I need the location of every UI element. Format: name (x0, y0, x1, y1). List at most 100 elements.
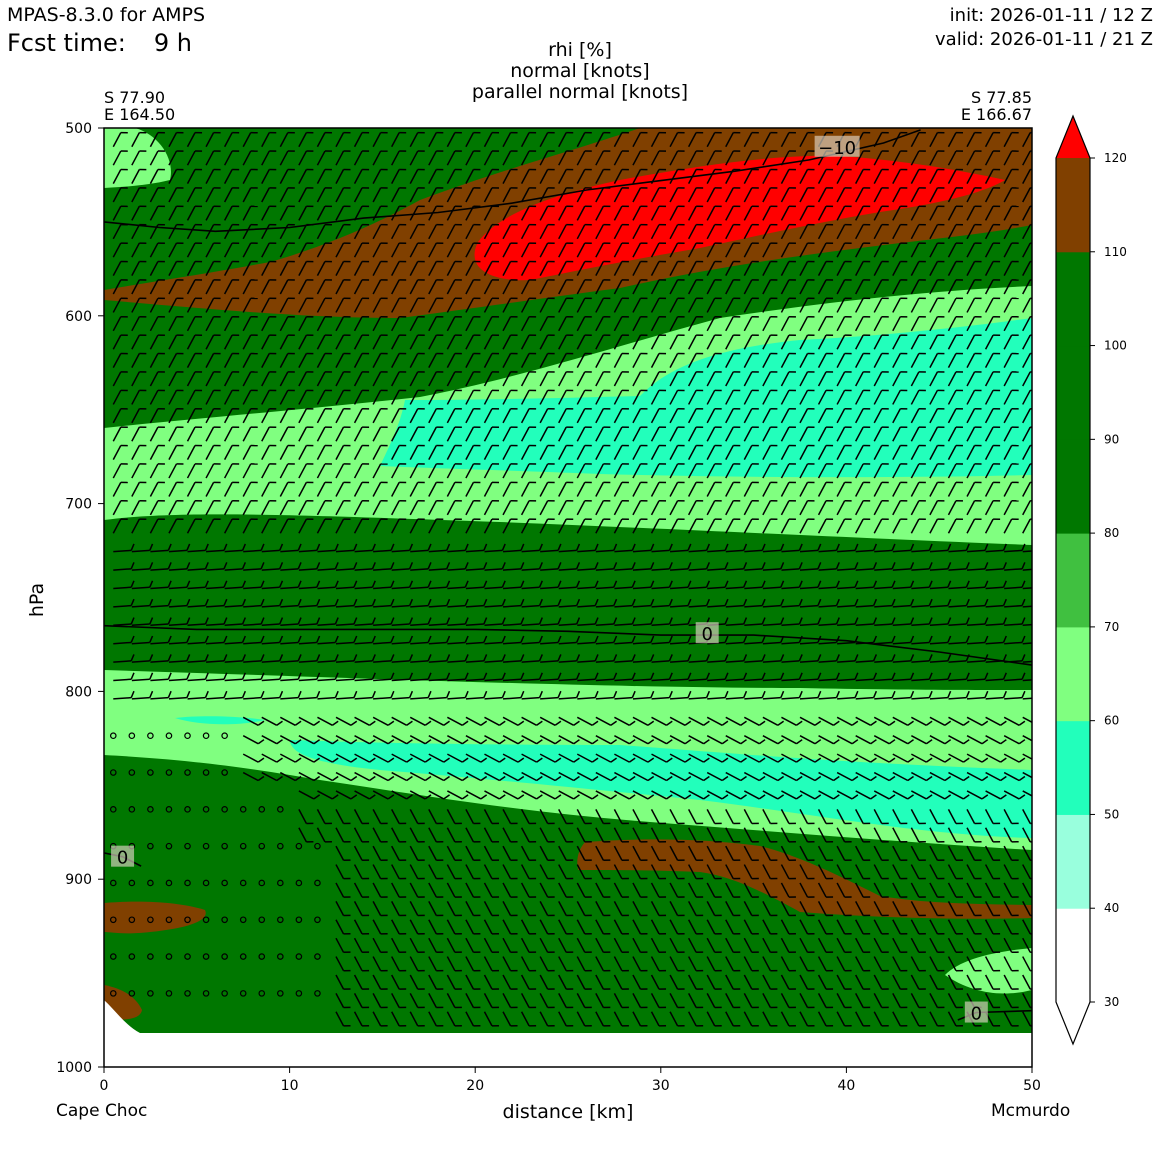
wind-barb-flag (981, 739, 989, 745)
x-tick-label: 10 (281, 1078, 299, 1094)
wind-barb (984, 956, 994, 972)
contour-label-bg (814, 135, 860, 157)
wind-barb-flag (796, 794, 803, 800)
wind-barb (873, 956, 883, 972)
wind-barb (502, 937, 512, 953)
wind-barb (113, 604, 132, 608)
wind-barb (131, 500, 141, 516)
wind-barb (836, 463, 846, 479)
wind-barb (669, 187, 679, 203)
wind-barb-flag (740, 794, 747, 800)
wind-barb (725, 735, 742, 745)
wind-barb (1004, 623, 1023, 627)
wind-barb-flag (334, 690, 339, 698)
wind-barb-flag (167, 617, 172, 625)
wind-barb-flag (743, 598, 748, 606)
wind-barb (261, 224, 270, 240)
wind-barb (428, 974, 437, 990)
wind-barb (168, 568, 187, 571)
wind-barb-flag (538, 672, 543, 680)
wind-barb (391, 993, 400, 1008)
wind-barb (762, 242, 772, 258)
wind-barb (818, 604, 837, 608)
calm-wind-marker (221, 953, 228, 960)
calm-wind-marker (295, 953, 303, 960)
wind-barb (465, 604, 484, 608)
wind-barb (520, 334, 530, 350)
wind-barb (781, 696, 800, 700)
wind-barb (558, 150, 567, 166)
wind-barb (279, 753, 296, 763)
wind-barb (966, 660, 986, 663)
wind-barb (892, 623, 911, 627)
wind-barb (595, 604, 614, 608)
wind-barb-flag (446, 690, 451, 698)
calm-wind-marker (295, 916, 303, 924)
wind-barb (316, 279, 326, 295)
wind-barb-flag (947, 635, 952, 643)
wind-barb (484, 660, 503, 663)
wind-barb-flag (316, 562, 321, 570)
wind-barb (725, 481, 734, 497)
wind-barb-flag (835, 635, 840, 643)
wind-barb (910, 919, 920, 935)
wind-barb (465, 463, 475, 479)
wind-barb (1003, 518, 1013, 534)
wind-barb (817, 169, 827, 184)
wind-barb (706, 205, 716, 221)
calm-wind-marker (239, 806, 247, 813)
wind-barb (966, 864, 976, 880)
wind-barb-flag (316, 598, 321, 606)
wind-barb (873, 790, 890, 800)
wind-barb (520, 353, 530, 368)
wind-barb (929, 426, 939, 442)
colorbar-segment (1056, 626, 1090, 722)
wind-barb (205, 371, 215, 387)
wind-barb (316, 389, 326, 405)
wind-barb (1004, 696, 1023, 700)
wind-barb (149, 463, 159, 479)
wind-barb (743, 716, 760, 726)
wind-barb (650, 974, 660, 990)
wind-barb (985, 716, 1001, 726)
calm-wind-marker (109, 806, 117, 813)
wind-barb-flag (313, 720, 321, 726)
wind-barb-flag (313, 794, 321, 800)
wind-barb (335, 641, 355, 645)
wind-barb (613, 845, 623, 861)
wind-barb (353, 279, 363, 295)
wind-barb (446, 937, 456, 953)
wind-barb-flag (316, 543, 321, 551)
wind-barb (892, 864, 901, 880)
wind-barb (428, 901, 437, 916)
wind-barb (743, 864, 753, 880)
wind-barb (1003, 132, 1013, 148)
wind-barb (762, 500, 772, 516)
wind-barb-flag (944, 739, 952, 745)
wind-barb (855, 297, 864, 313)
wind-barb (873, 882, 883, 898)
wind-barb (373, 586, 392, 590)
wind-barb (410, 641, 429, 645)
wind-barb (428, 481, 437, 497)
wind-barb-flag (313, 739, 321, 745)
wind-barb-flag (520, 635, 525, 643)
wind-barb-flag (796, 775, 803, 782)
wind-barb (261, 604, 280, 608)
wind-barb-flag (223, 690, 228, 698)
wind-barb-flag (464, 690, 469, 698)
wind-barb (725, 753, 742, 763)
wind-barb (817, 408, 827, 424)
wind-barb-flag (464, 672, 469, 680)
wind-barb (669, 500, 679, 516)
wind-barb (261, 297, 270, 313)
wind-barb (465, 771, 482, 782)
wind-barb (632, 604, 651, 608)
wind-barb (317, 641, 336, 645)
wind-barb (632, 297, 642, 313)
wind-barb (762, 716, 779, 726)
wind-barb (910, 224, 920, 240)
wind-barb (706, 150, 716, 166)
